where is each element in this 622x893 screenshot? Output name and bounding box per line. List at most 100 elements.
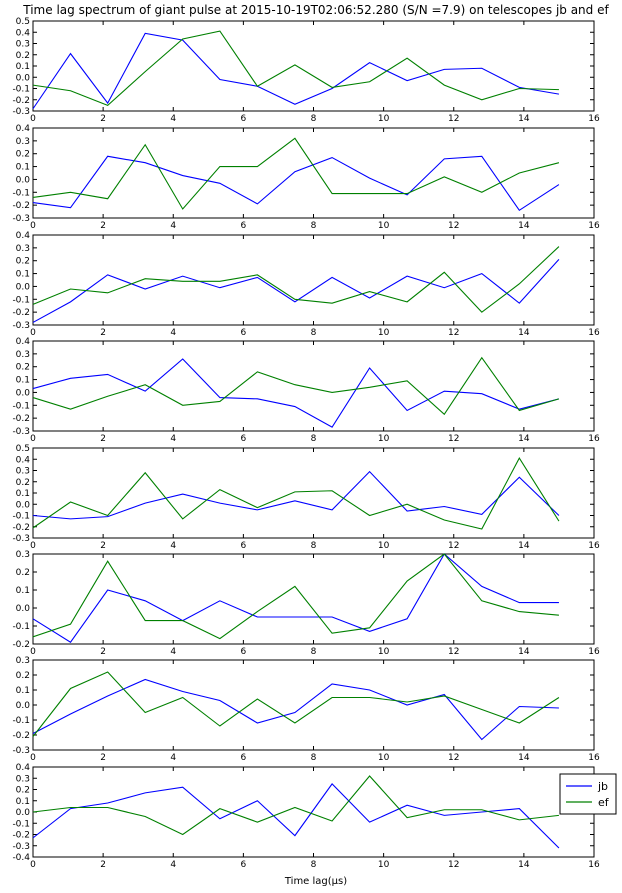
x-tick-label: 10 [378, 221, 390, 231]
y-tick-label: 0.4 [16, 231, 31, 241]
x-tick-label: 12 [448, 434, 459, 444]
x-tick-label: 2 [100, 328, 106, 338]
x-tick-label: 4 [170, 434, 176, 444]
panels: 0 2 4 6 8 10 12 14 16-0.3-0.2-0.10.00.10.20.30.4… [12, 17, 600, 870]
y-tick-label: 0.2 [16, 671, 30, 681]
y-tick-label: 0.2 [16, 150, 30, 160]
series-line-ef [32, 775, 559, 836]
x-tick-label: 16 [588, 114, 600, 124]
y-tick-label: 0.3 [16, 550, 30, 560]
series-line-ef [32, 30, 559, 107]
panel-4: 0 2 4 6 8 10 12 14 16 -0.3 -0.2 -0.1 0.0 0.1 0.2 0.3 0.4 [12, 337, 600, 444]
x-tick-label: 6 [241, 647, 247, 657]
y-tick-label: -0.3 [12, 534, 30, 544]
x-tick-label: 6 [241, 753, 247, 763]
x-tick-label: 12 [448, 541, 459, 551]
y-tick-label: 0.0 [16, 604, 31, 614]
series-line-ef [32, 137, 560, 210]
y-tick-label: 0.4 [16, 763, 31, 773]
x-tick-label: 8 [311, 434, 317, 444]
x-axis-label: Time lag(μs) [284, 876, 347, 887]
panel-2: 0 2 4 6 8 10 12 14 16 -0.3 -0.2 -0.1 0.0 0.1 0.2 0.3 0.4 [12, 124, 600, 231]
series-line-ef [32, 671, 560, 737]
y-tick-label: 0.3 [16, 467, 30, 477]
x-tick-label: 14 [518, 753, 530, 763]
x-tick-label: 0 [30, 434, 36, 444]
x-tick-label: 2 [100, 860, 106, 870]
x-tick-label: 2 [100, 434, 106, 444]
legend-label-ef: ef [598, 796, 610, 809]
y-tick-label: 0.0 [16, 175, 31, 185]
x-tick-label: 4 [170, 328, 176, 338]
y-tick-label: -0.1 [12, 401, 30, 411]
y-tick-label: -0.3 [12, 107, 30, 117]
y-tick-label: -0.4 [12, 853, 30, 863]
y-tick-label: 0.2 [16, 786, 30, 796]
panel-frame [32, 447, 595, 539]
y-tick-label: -0.2 [12, 731, 30, 741]
legend: jb ef [559, 773, 617, 815]
legend-frame [559, 773, 617, 815]
x-tick-label: 16 [588, 860, 600, 870]
y-tick-label: 0.1 [16, 163, 30, 173]
y-tick-label: 0.5 [16, 444, 30, 454]
x-tick-label: 6 [241, 221, 247, 231]
x-tick-label: 8 [311, 328, 317, 338]
panel-5: 0 2 4 6 8 10 12 14 16 -0.3-0.2-0.1 0.00.10.20.3 0.4… [12, 444, 600, 551]
y-tick-label: 0.4 [16, 455, 31, 465]
x-tick-label: 4 [170, 860, 176, 870]
x-tick-label: 12 [448, 860, 459, 870]
x-tick-label: 16 [588, 647, 600, 657]
y-tick-label: 0.3 [16, 350, 30, 360]
x-tick-label: 6 [241, 114, 247, 124]
x-tick-label: 0 [30, 328, 36, 338]
y-tick-label: 0.2 [16, 478, 30, 488]
x-tick-label: 8 [311, 221, 317, 231]
y-tick-label: -0.2 [12, 308, 30, 318]
x-tick-label: 12 [448, 753, 459, 763]
x-tick-label: 16 [588, 541, 600, 551]
x-tick-label: 10 [378, 753, 390, 763]
y-tick-label: -0.2 [12, 414, 30, 424]
panel-frame [32, 340, 595, 432]
y-tick-label: 0.1 [16, 376, 30, 386]
x-tick-label: 16 [588, 221, 600, 231]
series-line-ef [32, 356, 560, 416]
x-tick-label: 14 [518, 328, 530, 338]
y-tick-label: -0.1 [12, 819, 30, 829]
y-tick-label: -0.2 [12, 523, 30, 533]
x-tick-label: 10 [378, 434, 390, 444]
x-tick-label: 16 [588, 753, 600, 763]
x-tick-label: 4 [170, 541, 176, 551]
x-tick-label: 12 [448, 328, 459, 338]
x-tick-label: 10 [378, 328, 390, 338]
x-tick-label: 2 [100, 114, 106, 124]
y-tick-label: 0.2 [16, 51, 30, 61]
y-tick-label: 0.3 [16, 774, 30, 784]
y-tick-label: -0.3 [12, 842, 30, 852]
x-tick-label: 8 [311, 541, 317, 551]
series-line-jb [32, 783, 560, 849]
y-tick-label: -0.3 [12, 746, 30, 756]
y-tick-label: -0.1 [12, 295, 30, 305]
y-tick-label: 0.4 [16, 28, 31, 38]
y-tick-label: 0.1 [16, 797, 30, 807]
series-line-ef [32, 246, 560, 313]
x-tick-label: 4 [170, 753, 176, 763]
panel-7: 0 2 4 6 8 10 12 14 16 -0.3 -0.2 -0.1 0.0 0.1 0.2 0.3 [12, 656, 600, 763]
y-tick-label: -0.1 [12, 716, 30, 726]
x-tick-label: 6 [241, 328, 247, 338]
x-tick-label: 2 [100, 647, 106, 657]
y-tick-label: -0.1 [12, 188, 30, 198]
x-tick-label: 10 [378, 647, 390, 657]
y-tick-label: 0.3 [16, 40, 30, 50]
series-line-jb [32, 358, 560, 428]
y-tick-label: 0.0 [16, 282, 31, 292]
y-tick-label: 0.1 [16, 270, 30, 280]
y-tick-label: 0.1 [16, 62, 30, 72]
chart-title: Time lag spectrum of giant pulse at 2015… [22, 3, 609, 17]
x-tick-label: 0 [30, 114, 36, 124]
y-tick-label: 0.1 [16, 586, 30, 596]
x-tick-label: 6 [241, 434, 247, 444]
x-tick-label: 16 [588, 328, 600, 338]
